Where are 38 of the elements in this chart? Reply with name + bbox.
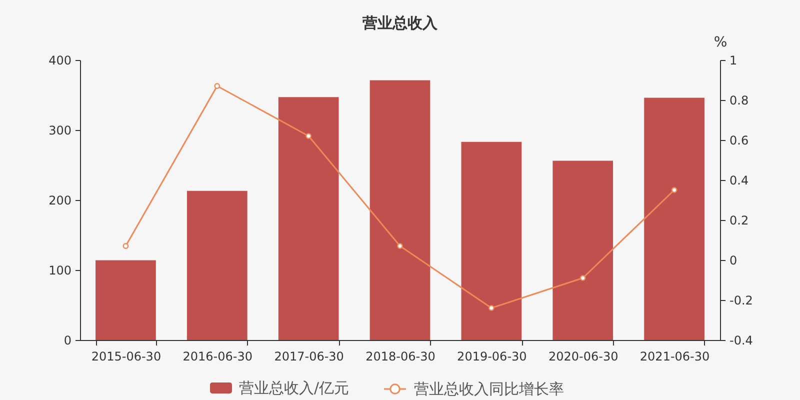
y-tick-label: 100 xyxy=(48,264,72,278)
y2-tick-label: 0.4 xyxy=(730,174,749,188)
x-tick-label: 2017-06-30 xyxy=(274,350,344,364)
bar xyxy=(552,160,614,340)
bar xyxy=(644,98,704,340)
y2-tick-label: -0.4 xyxy=(730,334,753,348)
x-tick-label: 2018-06-30 xyxy=(366,350,436,364)
y2-tick-label: 0.8 xyxy=(730,94,749,108)
point xyxy=(671,187,678,193)
point xyxy=(214,83,220,89)
bar xyxy=(96,260,156,340)
y2-tick-label: 0.2 xyxy=(730,214,749,228)
x-tick-label: 2021-06-30 xyxy=(640,350,710,364)
y-tick-label: 400 xyxy=(48,54,72,68)
legend-label: 营业总收入/亿元 xyxy=(239,379,350,397)
y2-axis-title: % xyxy=(714,34,728,50)
x-tick-label: 2020-06-30 xyxy=(548,350,618,364)
y-tick-label: 300 xyxy=(48,124,72,138)
y2-tick-label: 1 xyxy=(730,54,738,68)
y2-tick-label: 0 xyxy=(730,254,738,268)
point xyxy=(122,243,129,249)
point xyxy=(580,275,586,281)
y-tick-label: 200 xyxy=(48,194,72,208)
point xyxy=(397,243,403,249)
point xyxy=(306,133,312,139)
chart-title: 营业总收入 xyxy=(362,14,438,32)
bar xyxy=(278,97,339,340)
y2-tick-label: -0.2 xyxy=(730,294,753,308)
y-tick-label: 0 xyxy=(64,334,72,348)
x-tick-label: 2015-06-30 xyxy=(91,350,162,364)
bar xyxy=(186,190,248,340)
x-tick-label: 2019-06-30 xyxy=(457,350,527,364)
point xyxy=(488,305,494,311)
legend-label: 营业总收入同比增长率 xyxy=(414,380,564,398)
bar xyxy=(461,142,522,340)
y2-tick-label: 0.6 xyxy=(730,134,749,148)
bar xyxy=(370,80,430,340)
x-tick-label: 2016-06-30 xyxy=(182,350,253,364)
